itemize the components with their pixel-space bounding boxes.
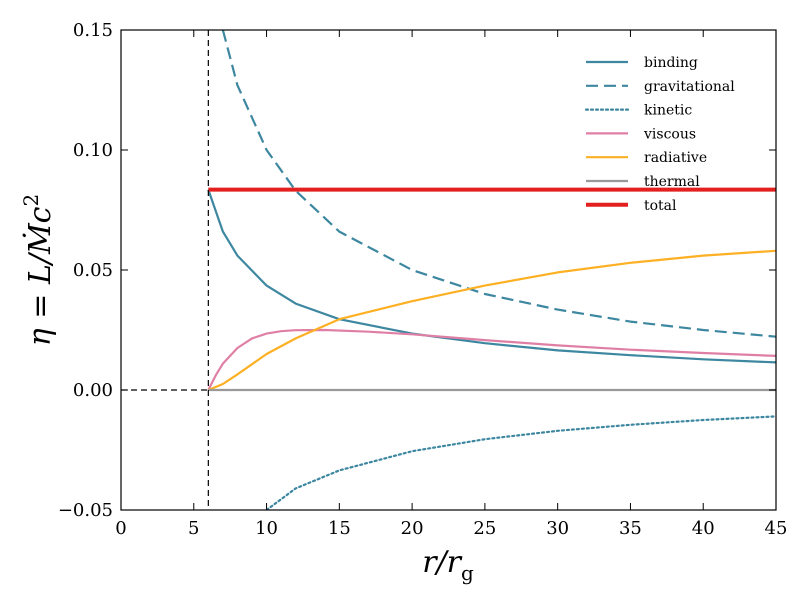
y-axis-label: η = L/Ṁc2 [19,194,58,346]
y-tick-label: −0.05 [58,500,113,521]
x-tick-label: 45 [765,518,788,539]
y-tick-label: 0.05 [73,260,113,281]
legend-label-viscous: viscous [643,126,696,142]
y-tick-label: 0.15 [73,20,113,41]
legend-label-gravitational: gravitational [644,79,735,95]
series-kinetic [265,415,776,510]
x-tick-label: 0 [115,518,126,539]
x-tick-label: 5 [188,518,199,539]
legend-label-kinetic: kinetic [644,103,692,119]
legend-label-thermal: thermal [644,174,700,190]
y-tick-label: 0.00 [73,380,113,401]
series-gravitational [221,30,776,338]
x-tick-label: 20 [401,518,424,539]
legend-label-radiative: radiative [644,150,707,166]
x-axis-label: r/rg [422,545,474,585]
x-tick-label: 40 [692,518,715,539]
y-tick-label: 0.10 [73,140,113,161]
x-tick-label: 30 [546,518,569,539]
series-radiative [207,249,776,392]
series-layer [207,30,776,510]
x-tick-label: 10 [255,518,278,539]
x-tick-label: 25 [473,518,496,539]
legend-label-binding: binding [644,55,698,71]
x-tick-label: 35 [619,518,642,539]
x-tick-label: 15 [328,518,351,539]
legend: binding gravitational kinetic viscous radiat… [584,55,735,214]
series-binding [207,189,776,364]
series-viscous [207,328,776,391]
axis-ticks: 0 5 10 15 20 25 30 35 40 45 −0.05 0.00 0.05 0.10 0.15 [58,20,788,539]
legend-label-total: total [644,198,677,214]
reference-lines [121,30,209,510]
